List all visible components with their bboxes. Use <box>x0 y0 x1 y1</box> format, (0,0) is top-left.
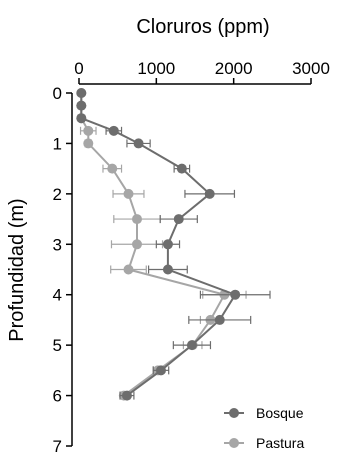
data-point <box>121 390 132 401</box>
data-point <box>108 125 119 136</box>
data-point <box>107 163 118 174</box>
data-point <box>186 340 197 351</box>
data-point <box>123 264 134 275</box>
y-tick-label: 5 <box>53 336 62 355</box>
legend: Bosque Pastura <box>224 405 304 451</box>
y-tick-label: 0 <box>53 84 62 103</box>
y-tick-label: 1 <box>53 134 62 153</box>
legend-label: Pastura <box>256 435 304 451</box>
data-point <box>76 113 87 124</box>
legend-label: Bosque <box>256 405 304 421</box>
y-tick-label: 3 <box>53 235 62 254</box>
legend-item-bosque: Bosque <box>224 405 304 421</box>
data-point <box>155 365 166 376</box>
y-tick-label: 6 <box>53 387 62 406</box>
data-point <box>76 100 87 111</box>
data-point <box>83 125 94 136</box>
x-axis: 0 1000 2000 3000 <box>74 59 330 85</box>
x-tick-label: 3000 <box>292 59 330 78</box>
data-point <box>173 214 184 225</box>
y-axis-label: Profundidad (m) <box>6 198 28 341</box>
data-point <box>76 88 87 98</box>
data-point <box>132 214 142 225</box>
legend-marker <box>229 438 239 448</box>
y-tick-label: 2 <box>53 185 62 204</box>
data-point <box>176 163 187 174</box>
data-point <box>162 264 173 275</box>
chart-title: Cloruros (ppm) <box>136 16 269 38</box>
data-point <box>83 138 94 149</box>
legend-item-pastura: Pastura <box>224 435 304 451</box>
data-point <box>162 239 173 250</box>
y-tick-label: 7 <box>53 437 62 453</box>
x-tick-label: 0 <box>74 59 83 78</box>
data-point <box>132 239 142 250</box>
x-tick-label: 1000 <box>137 59 175 78</box>
data-point <box>123 188 134 199</box>
legend-marker <box>229 408 239 418</box>
y-axis: 0 1 2 3 4 5 6 7 <box>53 84 73 453</box>
plot-area <box>76 88 271 401</box>
y-tick-label: 4 <box>53 286 62 305</box>
series-bosque <box>76 88 271 401</box>
data-point <box>230 289 241 300</box>
data-point <box>204 188 215 199</box>
x-tick-label: 2000 <box>215 59 253 78</box>
data-point <box>133 138 144 149</box>
data-point <box>214 314 225 325</box>
